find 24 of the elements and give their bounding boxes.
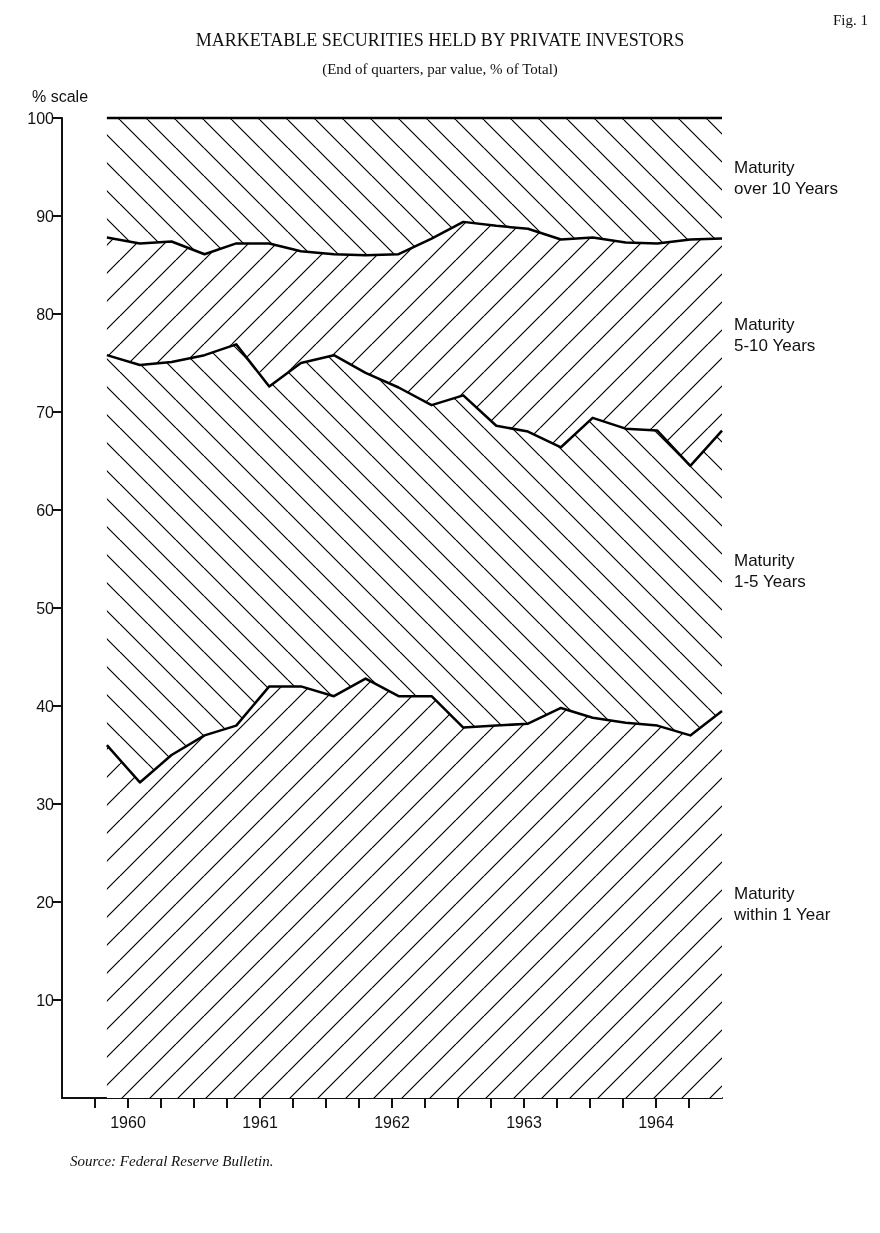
y-tick-label: 70 — [36, 403, 55, 421]
caption: Fig. 1 — [832, 11, 869, 28]
y-tick-label: 10 — [36, 991, 55, 1009]
x-tick-label: 1962 — [374, 1113, 410, 1131]
series-label: Maturity 1-5 Years — [734, 550, 806, 591]
source-note: Source: Federal Reserve Bulletin. — [70, 1152, 274, 1169]
series-label: Maturity within 1 Year — [733, 884, 831, 925]
chart-title: MARKETABLE SECURITIES HELD BY PRIVATE INVESTORS — [195, 30, 685, 50]
y-tick-label: 20 — [36, 893, 55, 911]
y-tick-label: 100 — [27, 109, 55, 127]
y-axis-title: % scale — [32, 87, 89, 105]
y-tick-label: 40 — [36, 697, 55, 715]
y-tick-label: 30 — [36, 795, 55, 813]
x-tick-label: 1964 — [638, 1113, 674, 1131]
x-tick-label: 1961 — [242, 1113, 278, 1131]
y-tick-label: 60 — [36, 501, 55, 519]
y-tick-label: 90 — [36, 207, 55, 225]
y-tick-label: 80 — [36, 305, 55, 323]
x-tick-label: 1960 — [110, 1113, 146, 1131]
chart-subtitle: (End of quarters, par value, % of Total) — [322, 60, 558, 78]
series-label: Maturity 5-10 Years — [734, 314, 816, 355]
y-tick-label: 50 — [36, 599, 55, 617]
x-tick-label: 1963 — [506, 1113, 542, 1131]
series-label: Maturity over 10 Years — [734, 158, 838, 199]
